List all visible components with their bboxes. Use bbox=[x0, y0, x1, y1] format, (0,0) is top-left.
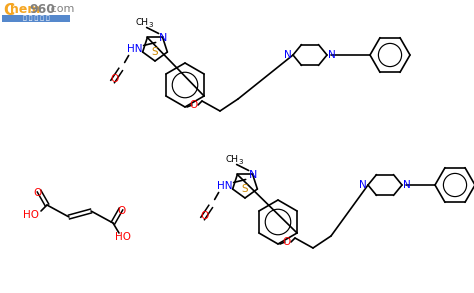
Text: N: N bbox=[328, 50, 336, 60]
Text: N: N bbox=[359, 180, 367, 190]
Text: N: N bbox=[403, 180, 411, 190]
Text: hem: hem bbox=[10, 3, 40, 16]
Text: N: N bbox=[248, 171, 257, 180]
Text: O: O bbox=[110, 74, 119, 84]
Text: C: C bbox=[3, 3, 14, 18]
Text: 代 理 商 分 为: 代 理 商 分 为 bbox=[23, 15, 49, 21]
Text: CH: CH bbox=[225, 155, 238, 164]
Text: HN: HN bbox=[127, 45, 142, 54]
Bar bbox=[2, 15, 70, 22]
Text: O: O bbox=[190, 100, 198, 110]
Text: N: N bbox=[284, 50, 292, 60]
Text: S: S bbox=[242, 184, 248, 194]
Text: HN: HN bbox=[217, 181, 232, 192]
Text: N: N bbox=[158, 33, 167, 43]
Text: O: O bbox=[34, 188, 42, 198]
Text: O: O bbox=[118, 206, 126, 216]
Text: O: O bbox=[201, 212, 209, 222]
Text: 3: 3 bbox=[148, 23, 153, 28]
Text: HO: HO bbox=[115, 232, 131, 242]
Text: HO: HO bbox=[23, 210, 39, 220]
Text: 3: 3 bbox=[238, 159, 243, 166]
Text: 960: 960 bbox=[29, 3, 55, 16]
Text: CH: CH bbox=[135, 18, 148, 27]
Text: O: O bbox=[283, 237, 291, 247]
Text: .com: .com bbox=[48, 4, 75, 14]
Text: S: S bbox=[152, 47, 158, 57]
